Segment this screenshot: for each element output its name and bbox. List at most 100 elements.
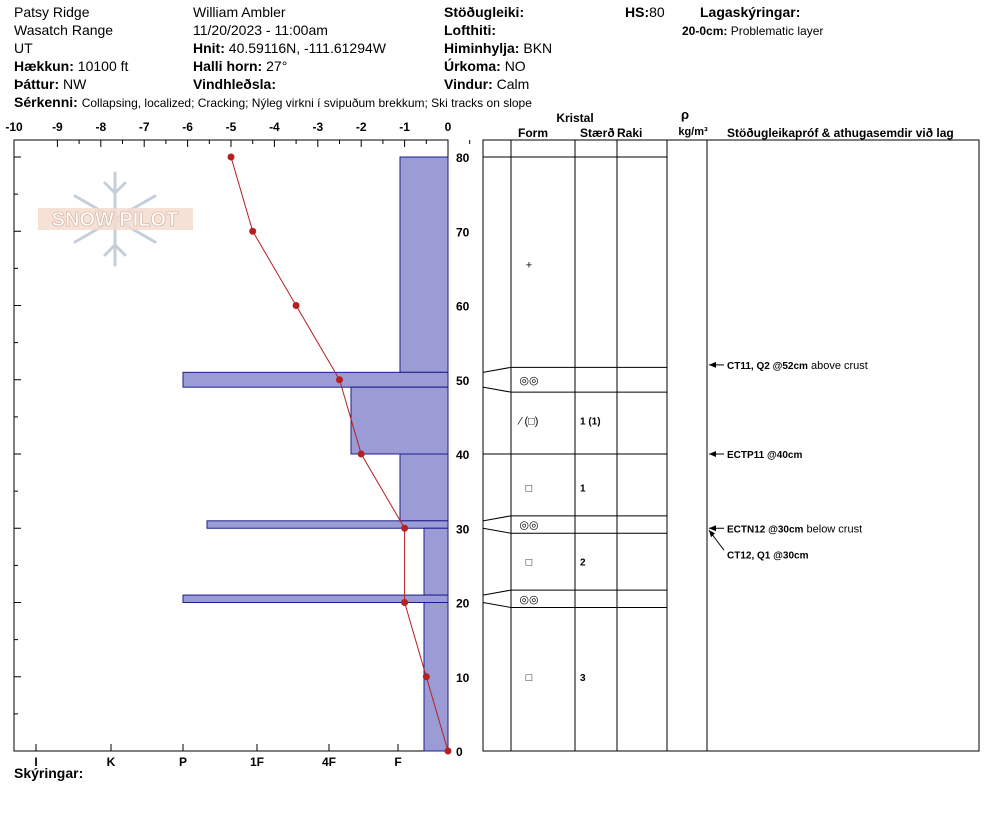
grain-form: ◎◎ <box>519 594 538 606</box>
precipitation: Úrkoma: NO <box>444 58 526 74</box>
test-code: ECTN12 @30cm <box>727 524 804 535</box>
x-tick-label: -3 <box>312 120 323 134</box>
hardness-tick-label: 1F <box>250 755 264 769</box>
observer: William Ambler <box>193 4 286 20</box>
col-crystal: Kristal <box>556 111 593 125</box>
hardness-tick-label: P <box>179 755 187 769</box>
test-comment: above crust <box>808 360 868 372</box>
layer-notes-label: Lagaskýringar: <box>700 4 801 20</box>
x-tick-label: -1 <box>399 120 410 134</box>
wind-loading: Vindhleðsla: <box>193 76 276 92</box>
hardness-bar <box>182 371 449 388</box>
x-tick-label: -2 <box>356 120 367 134</box>
y-tick-label: 50 <box>456 374 470 388</box>
x-tick-label: -7 <box>139 120 150 134</box>
air-temp: Lofthiti: <box>444 22 497 38</box>
hardness-tick-label: I <box>34 755 37 769</box>
notes-label: Skýringar: <box>14 765 83 781</box>
hardness-bar <box>399 453 449 522</box>
layer-table-frame <box>482 139 980 752</box>
x-tick-label: -6 <box>182 120 193 134</box>
hardness-tick-label: K <box>107 755 116 769</box>
hardness-bar <box>399 156 449 373</box>
y-tick-label: 60 <box>456 300 470 314</box>
grain-size: 2 <box>580 558 586 569</box>
grain-size: 3 <box>580 673 586 684</box>
test-arrow-icon <box>709 530 715 538</box>
x-tick-label: -5 <box>226 120 237 134</box>
y-tick-label: 70 <box>456 225 470 239</box>
test-arrow-icon <box>709 361 716 368</box>
datetime: 11/20/2023 - 11:00am <box>193 22 328 38</box>
hardness-bar <box>423 527 449 596</box>
stability-test: CT11, Q2 @52cm above crust <box>727 360 868 372</box>
features: Sérkenni: Collapsing, localized; Crackin… <box>14 94 532 110</box>
stability-test: CT12, Q1 @30cm <box>727 550 809 561</box>
wind: Vindur: Calm <box>444 76 530 92</box>
y-tick-label: 20 <box>456 597 470 611</box>
slope-angle: Halli horn: 27° <box>193 58 288 74</box>
coordinates: Hnit: 40.59116N, -111.61294W <box>193 40 387 56</box>
test-code: CT12, Q1 @30cm <box>727 550 809 561</box>
hardness-bar <box>182 594 449 604</box>
grain-size: 1 (1) <box>580 417 601 428</box>
temperature-point <box>336 376 343 384</box>
grain-form: ◎◎ <box>519 520 538 532</box>
temperature-point <box>249 227 257 235</box>
y-tick-label: 0 <box>456 745 463 759</box>
temperature-point <box>227 153 235 161</box>
x-tick-label: -4 <box>269 120 280 134</box>
x-tick-label: -9 <box>52 120 63 134</box>
x-tick-label: 0 <box>445 120 452 134</box>
aspect: Þáttur: NW <box>14 76 87 92</box>
temperature-point <box>357 450 365 458</box>
x-tick-label: -8 <box>95 120 106 134</box>
state: UT <box>14 40 33 56</box>
col-size: Stærð <box>580 126 615 140</box>
stability: Stöðugleiki: <box>444 4 525 20</box>
hardness-tick-label: F <box>394 755 401 769</box>
y-tick-label: 10 <box>456 671 470 685</box>
grain-form: □ <box>526 557 533 569</box>
temperature-point <box>444 747 452 755</box>
grain-form: ⁄ (□) <box>517 416 539 428</box>
temperature-point <box>401 599 409 606</box>
test-code: ECTP11 @40cm <box>727 450 802 461</box>
x-tick-label: -10 <box>5 120 23 134</box>
sky-cover: Himinhylja: BKN <box>444 40 553 56</box>
grain-size: 1 <box>580 483 586 494</box>
hardness-bar <box>350 386 449 455</box>
grain-form: + <box>526 260 532 272</box>
elevation: Hækkun: 10100 ft <box>14 58 129 74</box>
test-arrow-icon <box>709 451 716 457</box>
grain-form: □ <box>526 672 533 684</box>
y-tick-label: 30 <box>456 522 470 536</box>
layer-note: 20-0cm: Problematic layer <box>682 24 824 38</box>
col-rho: ρ <box>681 107 689 122</box>
hardness-tick-label: 4F <box>322 755 336 769</box>
layer-connector <box>482 515 512 522</box>
col-density-unit: kg/m³ <box>678 126 708 138</box>
test-code: CT11, Q2 @52cm <box>727 361 808 372</box>
col-moisture: Raki <box>617 126 642 140</box>
temperature-point <box>292 302 300 309</box>
location: Patsy Ridge <box>14 4 90 20</box>
snow-height: HS:80 <box>625 4 665 20</box>
layer-connector <box>482 366 512 373</box>
temperature-point <box>401 524 409 532</box>
stability-test: ECTP11 @40cm <box>727 450 802 461</box>
col-tests: Stöðugleikapróf & athugasemdir við lag <box>727 126 954 140</box>
y-tick-label: 80 <box>456 151 470 165</box>
y-tick-label: 40 <box>456 448 470 462</box>
col-form: Form <box>518 126 548 140</box>
stability-test: ECTN12 @30cm below crust <box>727 523 862 535</box>
layer-connector <box>482 527 512 534</box>
grain-form: ◎◎ <box>519 375 538 387</box>
test-comment: below crust <box>803 523 862 535</box>
range: Wasatch Range <box>14 22 114 38</box>
layer-connector <box>482 602 512 608</box>
logo-text: SNOW PILOT <box>52 209 179 231</box>
test-arrow-icon <box>709 525 716 532</box>
hardness-bar <box>206 520 449 529</box>
